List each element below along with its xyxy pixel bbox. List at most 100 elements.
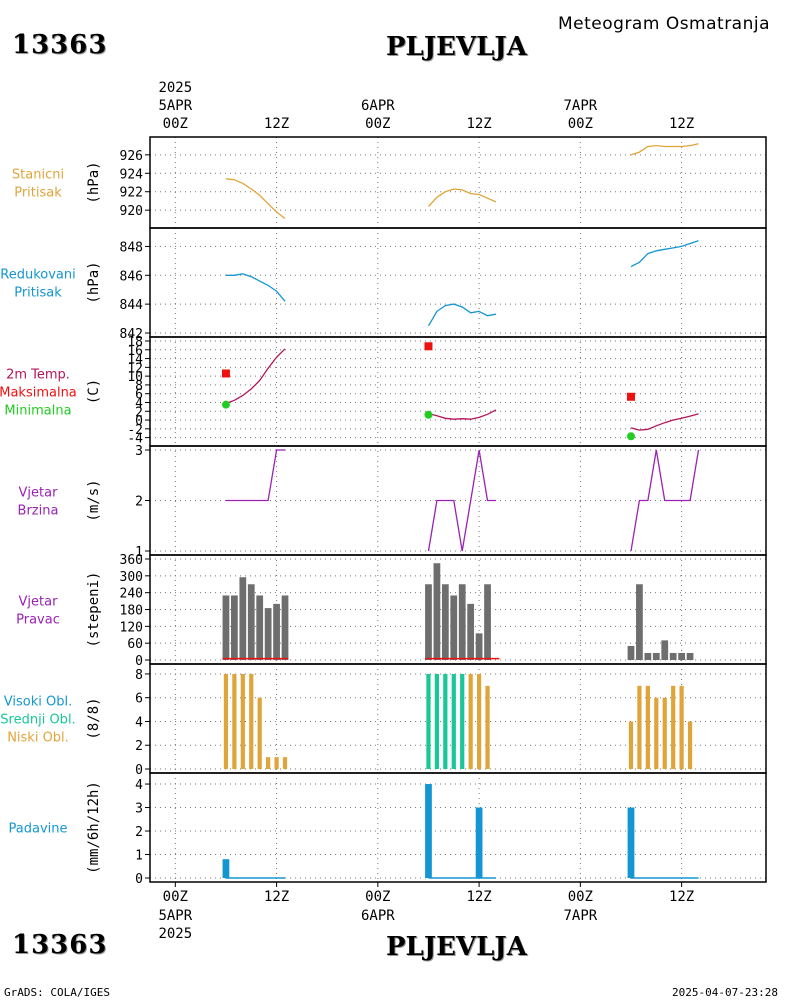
panel-precipitation: 0 1 2 3 4 (mm/6h/12h) Padavine <box>9 772 767 887</box>
y-tick-label: 0 <box>135 763 143 778</box>
data-bar <box>239 577 247 660</box>
top-tick-label: 12Z <box>264 116 289 132</box>
y-tick-label: 8 <box>135 668 143 683</box>
series-line <box>630 449 700 552</box>
data-bar <box>222 595 230 660</box>
y-tick-label: 240 <box>120 587 143 602</box>
top-day-label: 6APR <box>361 98 395 114</box>
data-bar <box>662 697 667 769</box>
data-bar <box>273 603 280 660</box>
y-tick-label: -2 <box>127 423 143 438</box>
top-day-label: 5APR <box>158 98 192 114</box>
y-tick-label: 3 <box>135 444 143 459</box>
y-tick-label: 0 <box>135 872 143 887</box>
y-tick-label: 4 <box>135 396 143 411</box>
bottom-day-label: 6APR <box>361 908 395 924</box>
y-tick-label: 3 <box>135 802 143 817</box>
data-bar <box>458 584 466 660</box>
y-tick-label: 0 <box>135 654 143 669</box>
data-bar <box>426 673 431 769</box>
bottom-tick-label: 12Z <box>669 889 694 905</box>
data-bar <box>222 859 230 878</box>
data-bar <box>475 807 483 878</box>
y-tick-label: 360 <box>120 553 143 568</box>
series-line <box>630 240 699 268</box>
data-bar <box>451 673 456 769</box>
data-bar <box>468 673 473 769</box>
y-tick-label: 844 <box>120 298 144 313</box>
bottom-tick-label: 12Z <box>466 889 491 905</box>
y-axis-label: (m/s) <box>86 479 102 521</box>
data-bar <box>671 685 676 769</box>
data-bar <box>274 757 279 769</box>
bottom-day-label: 7APR <box>563 908 597 924</box>
y-tick-label: 10 <box>127 370 143 385</box>
y-tick-label: 4 <box>135 715 143 730</box>
data-bar <box>636 584 643 660</box>
y-axis-label: (mm/6h/12h) <box>86 781 102 874</box>
y-axis-label: (8/8) <box>86 697 102 739</box>
data-bar <box>637 685 642 769</box>
y-tick-label: 2 <box>135 739 143 754</box>
panel-frame <box>149 336 767 447</box>
data-bar <box>628 721 634 769</box>
grads-credit: GrADS: COLA/IGES <box>4 986 110 999</box>
y-tick-label: 8 <box>135 379 143 394</box>
panel-label: Pravac <box>16 613 60 628</box>
top-time-axis: 00Z 12Z 00Z 12Z 00Z 12Z 5APR 6APR 7APR 2025 <box>158 80 694 132</box>
tmin-marker <box>221 400 230 409</box>
data-bar <box>231 595 238 660</box>
y-tick-label: 300 <box>120 570 143 585</box>
meteogram-subtitle: Meteogram Osmatranja <box>558 14 771 34</box>
station-id: 13363 <box>12 30 108 60</box>
tmax-marker <box>221 369 230 378</box>
panel-label: Visoki Obl. <box>4 695 72 710</box>
y-tick-label: 60 <box>127 637 143 652</box>
data-bar <box>654 697 659 769</box>
data-bar <box>232 673 237 769</box>
data-bar <box>223 673 229 769</box>
bottom-time-axis: 00Z 12Z 00Z 12Z 00Z 12Z 5APR 6APR 7APR 2025 <box>158 882 694 942</box>
tmax-marker <box>626 392 635 401</box>
bottom-tick-label: 00Z <box>568 889 593 905</box>
panel-label: Minimalna <box>4 404 71 419</box>
tmin-marker <box>424 410 433 419</box>
top-day-label: 7APR <box>563 98 597 114</box>
series-line <box>427 449 496 552</box>
data-bar <box>240 673 245 769</box>
y-tick-label: 180 <box>120 604 143 619</box>
panel-wind-speed: 1 2 3 (m/s) Vjetar Brzina <box>18 444 767 560</box>
panel-frame <box>149 136 767 229</box>
y-tick-label: 846 <box>120 269 143 284</box>
data-bar <box>425 584 432 660</box>
station-name: PLJEVLJA <box>386 32 527 62</box>
data-bar <box>441 584 449 660</box>
top-tick-label: 00Z <box>365 116 390 132</box>
series-line <box>630 143 699 156</box>
y-axis-label: (hPa) <box>86 161 102 203</box>
y-tick-label: 6 <box>135 692 143 707</box>
footer-station-id: 13363 <box>12 930 108 960</box>
data-bar <box>687 721 693 769</box>
data-bar <box>678 652 685 660</box>
timestamp: 2025-04-07-23:28 <box>672 986 778 999</box>
tmin-marker <box>626 432 635 441</box>
series-line <box>428 188 497 207</box>
panel-frame <box>149 227 767 338</box>
y-tick-label: 924 <box>120 167 144 182</box>
data-bar <box>282 757 288 769</box>
data-bar <box>627 645 635 660</box>
y-tick-label: 6 <box>135 388 143 403</box>
bottom-tick-label: 00Z <box>163 889 188 905</box>
top-year-label: 2025 <box>158 80 192 96</box>
panel-label: Pritisak <box>14 286 62 301</box>
data-bar <box>266 757 271 769</box>
data-bar <box>247 584 255 660</box>
top-tick-label: 12Z <box>669 116 694 132</box>
data-bar <box>256 595 264 660</box>
panel-cloud-cover: 0 2 4 6 8 (8/8) Visoki Obl. Srednji Obl. Niski O… <box>0 663 767 778</box>
panel-label: Vjetar <box>19 486 59 501</box>
